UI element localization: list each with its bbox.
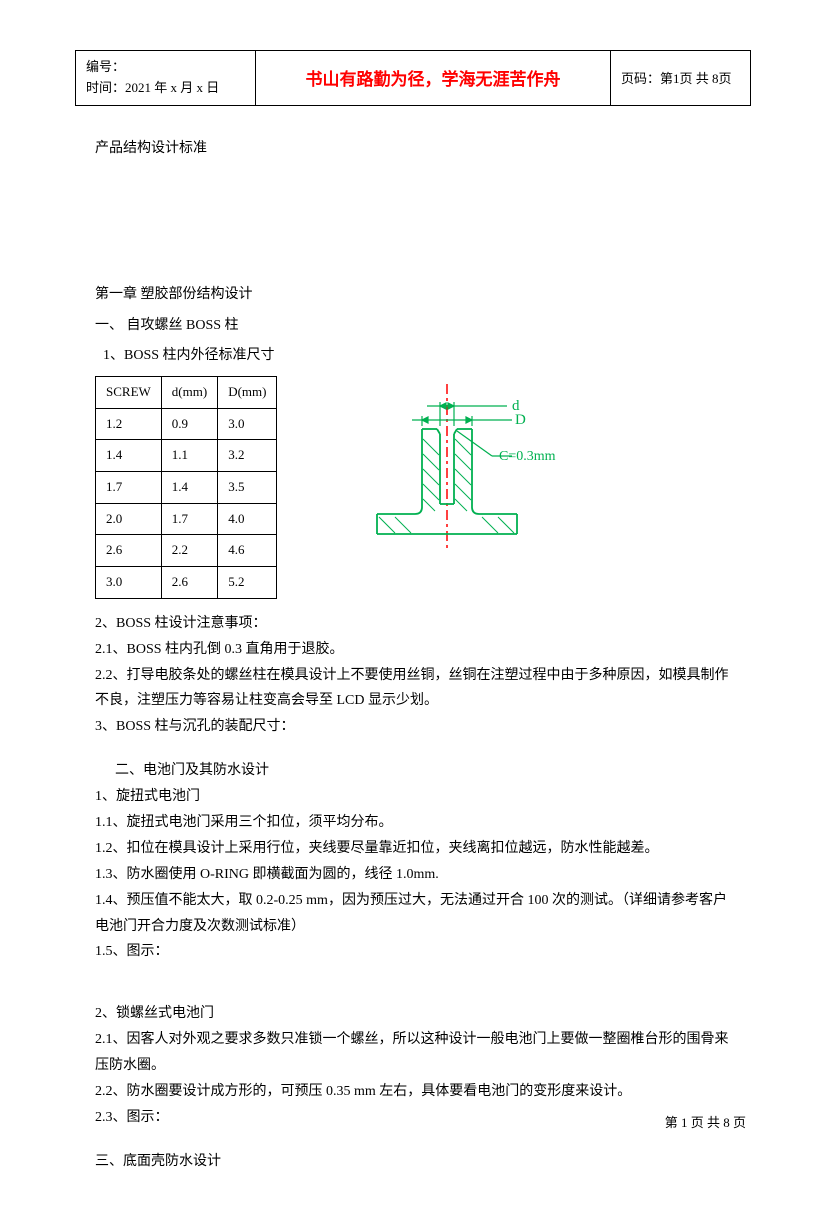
p6: 1、旋扭式电池门 xyxy=(95,784,731,810)
header-right-cell: 页码：第1页 共 8页 xyxy=(611,51,751,106)
doc-title: 产品结构设计标准 xyxy=(95,136,731,163)
date-value: 2021 年 x 月 x 日 xyxy=(125,80,219,95)
body-text: 2、BOSS 柱设计注意事项： 2.1、BOSS 柱内孔倒 0.3 直角用于退胶… xyxy=(95,611,731,1175)
table-row: 1.20.93.0 xyxy=(96,408,277,440)
footer-page: 第 1 页 共 8 页 xyxy=(665,1112,746,1131)
label-C: C=0.3mm xyxy=(499,449,556,464)
col-d: d(mm) xyxy=(161,376,217,408)
p8: 1.2、扣位在模具设计上采用行位，夹线要尽量靠近扣位，夹线离扣位越远，防水性能越… xyxy=(95,836,731,862)
p11: 1.5、图示： xyxy=(95,939,731,965)
p4: 3、BOSS 柱与沉孔的装配尺寸： xyxy=(95,714,731,740)
date-label: 时间： xyxy=(86,80,125,95)
table-row: 2.62.24.6 xyxy=(96,535,277,567)
p2: 2.1、BOSS 柱内孔倒 0.3 直角用于退胶。 xyxy=(95,637,731,663)
table-row: 3.02.65.2 xyxy=(96,567,277,599)
boss-table: SCREW d(mm) D(mm) 1.20.93.0 1.41.13.2 1.… xyxy=(95,376,277,599)
p9: 1.3、防水圈使用 O-RING 即横截面为圆的，线径 1.0mm. xyxy=(95,862,731,888)
table-header-row: SCREW d(mm) D(mm) xyxy=(96,376,277,408)
boss-diagram: d D C=0.3mm xyxy=(367,384,587,565)
p14: 2.2、防水圈要设计成方形的，可预压 0.35 mm 左右，具体要看电池门的变形… xyxy=(95,1079,731,1105)
label-D: D xyxy=(515,412,526,428)
col-screw: SCREW xyxy=(96,376,162,408)
p1: 2、BOSS 柱设计注意事项： xyxy=(95,611,731,637)
header-table: 编号： 时间：2021 年 x 月 x 日 书山有路勤为径，学海无涯苦作舟 页码… xyxy=(75,50,751,106)
chapter1-title: 第一章 塑胶部份结构设计 xyxy=(95,282,731,309)
header-motto: 书山有路勤为径，学海无涯苦作舟 xyxy=(306,70,561,89)
table-row: 1.41.13.2 xyxy=(96,440,277,472)
p10: 1.4、预压值不能太大，取 0.2-0.25 mm，因为预压过大，无法通过开合 … xyxy=(95,888,731,940)
p13: 2.1、因客人对外观之要求多数只准锁一个螺丝，所以这种设计一般电池门上要做一整圈… xyxy=(95,1027,731,1079)
p7: 1.1、旋扭式电池门采用三个扣位，须平均分布。 xyxy=(95,810,731,836)
p15: 2.3、图示： xyxy=(95,1105,731,1131)
p12: 2、锁螺丝式电池门 xyxy=(95,1001,731,1027)
serial-label: 编号： xyxy=(86,59,125,74)
table-row: 2.01.74.0 xyxy=(96,503,277,535)
p3: 2.2、打导电胶条处的螺丝柱在模具设计上不要使用丝铜，丝铜在注塑过程中由于多种原… xyxy=(95,663,731,715)
col-D: D(mm) xyxy=(218,376,277,408)
p16: 三、底面壳防水设计 xyxy=(95,1149,731,1175)
section1-title: 一、 自攻螺丝 BOSS 柱 xyxy=(95,313,731,340)
section1-1: 1、BOSS 柱内外径标准尺寸 xyxy=(95,343,731,370)
table-row: 1.71.43.5 xyxy=(96,472,277,504)
header-left-cell: 编号： 时间：2021 年 x 月 x 日 xyxy=(76,51,256,106)
p5: 二、电池门及其防水设计 xyxy=(95,758,731,784)
page-label: 页码：第1页 共 8页 xyxy=(621,71,732,86)
header-center-cell: 书山有路勤为径，学海无涯苦作舟 xyxy=(256,51,611,106)
